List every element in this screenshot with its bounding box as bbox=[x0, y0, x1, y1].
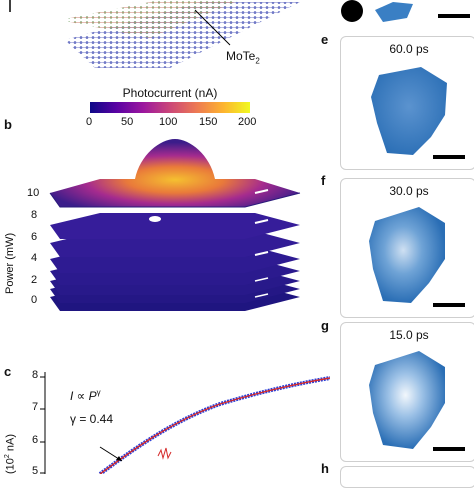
colorbar-tick: 100 bbox=[159, 116, 178, 128]
power-law-plot bbox=[40, 372, 330, 474]
power-tick: 2 bbox=[31, 274, 38, 286]
scale-bar bbox=[433, 447, 465, 451]
top-partial-panel bbox=[333, 0, 474, 26]
time-label: 30.0 ps bbox=[389, 184, 429, 198]
panel-e-letter: e bbox=[321, 32, 329, 47]
power-tick: 8 bbox=[31, 209, 38, 221]
panel-g-letter: g bbox=[321, 318, 329, 333]
panel-f-image: 30.0 ps bbox=[340, 178, 474, 318]
stacked-photocurrent-surfaces bbox=[49, 139, 301, 311]
power-law-equation: I ∝ Pγ bbox=[70, 388, 101, 403]
power-tick: 10 bbox=[27, 187, 40, 199]
c-y-tick: 8 bbox=[32, 369, 39, 381]
time-label: 60.0 ps bbox=[389, 42, 429, 56]
time-label: 15.0 ps bbox=[389, 328, 429, 342]
colorbar-tick: 0 bbox=[86, 116, 93, 128]
c-y-tick: 5 bbox=[32, 465, 39, 477]
power-axis-label: Power (mW) bbox=[4, 232, 16, 294]
colorbar-title: Photocurrent (nA) bbox=[122, 86, 218, 100]
exciton-density-map bbox=[371, 67, 447, 155]
colorbar bbox=[90, 102, 250, 113]
panel-c-letter: c bbox=[4, 364, 12, 379]
c-y-axis-label: (102 nA) bbox=[4, 434, 17, 474]
c-y-tick: 6 bbox=[32, 434, 39, 446]
material-label: MoTe2 bbox=[226, 49, 260, 66]
power-tick: 6 bbox=[31, 231, 38, 243]
pump-spot-marker bbox=[341, 0, 363, 22]
scale-bar bbox=[433, 303, 465, 307]
panel-e-image: 60.0 ps bbox=[340, 36, 474, 170]
panel-a-lattice: MoTe2 bbox=[0, 0, 300, 80]
panel-g-image: 15.0 ps bbox=[340, 322, 474, 462]
blue-fragment bbox=[375, 2, 413, 22]
panel-b-letter: b bbox=[4, 117, 12, 132]
panel-h-image bbox=[340, 466, 474, 488]
colorbar-tick: 50 bbox=[121, 116, 134, 128]
scale-bar bbox=[438, 14, 470, 18]
colorbar-tick: 150 bbox=[199, 116, 218, 128]
colorbar-tick: 200 bbox=[238, 116, 257, 128]
power-tick: 0 bbox=[31, 294, 38, 306]
exciton-density-map bbox=[369, 351, 445, 449]
scale-bar bbox=[433, 155, 465, 159]
panel-h-letter: h bbox=[321, 461, 329, 476]
power-tick: 4 bbox=[31, 252, 38, 264]
exciton-density-map bbox=[369, 207, 445, 303]
gamma-value: γ = 0.44 bbox=[70, 412, 114, 426]
c-y-tick: 7 bbox=[32, 401, 39, 413]
lattice-illustration bbox=[9, 0, 300, 68]
panel-f-letter: f bbox=[321, 173, 326, 188]
